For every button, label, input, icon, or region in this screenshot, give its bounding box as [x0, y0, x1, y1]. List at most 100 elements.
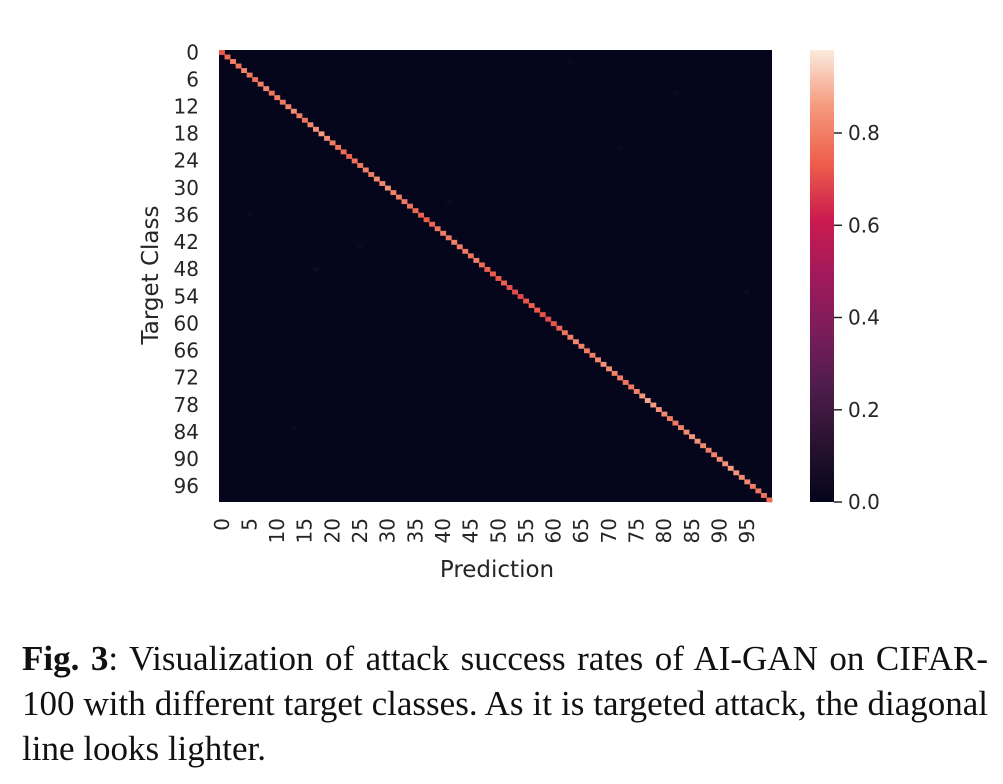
heatmap-cell	[567, 59, 573, 64]
heatmap-diagonal-cell	[307, 122, 314, 128]
y-tick-label: 24	[174, 149, 199, 173]
y-tick-label: 48	[174, 257, 199, 281]
heatmap-diagonal-cell	[346, 153, 353, 159]
heatmap-diagonal-cell	[661, 411, 668, 417]
heatmap-diagonal-cell	[440, 230, 447, 236]
heatmap-cell	[672, 90, 678, 96]
heatmap-diagonal-cell	[384, 185, 391, 191]
heatmap-diagonal-cell	[700, 443, 707, 449]
heatmap-diagonal-cell	[727, 465, 734, 471]
heatmap-diagonal-cell	[545, 316, 552, 322]
x-tick-label: 25	[348, 518, 372, 543]
heatmap-diagonal-cell	[429, 221, 436, 227]
y-tick-label: 12	[174, 95, 199, 119]
heatmap-diagonal-cell	[451, 239, 458, 245]
heatmap-diagonal-cell	[423, 217, 430, 223]
heatmap-diagonal-cell	[650, 402, 657, 408]
y-tick-label: 0	[186, 40, 199, 64]
heatmap-diagonal-cell	[749, 483, 756, 489]
heatmap-diagonal-cell	[434, 226, 441, 232]
heatmap-diagonal-cell	[666, 416, 673, 422]
x-tick-label: 60	[542, 518, 566, 543]
heatmap-diagonal-cell	[290, 108, 297, 114]
heatmap-diagonal-cell	[241, 68, 248, 73]
y-tick-label: 18	[174, 122, 199, 146]
heatmap-diagonal-cell	[550, 321, 557, 327]
heatmap-diagonal-cell	[711, 452, 718, 458]
heatmap-diagonal-cell	[583, 348, 590, 354]
heatmap-cell	[290, 425, 297, 430]
heatmap-diagonal-cell	[462, 248, 469, 254]
heatmap-diagonal-cell	[495, 276, 502, 281]
heatmap-diagonal-cell	[567, 334, 574, 340]
y-tick-label: 78	[174, 393, 199, 417]
x-tick-label: 30	[376, 518, 400, 543]
heatmap-diagonal-cell	[639, 393, 646, 399]
colorbar-tick-label: 0.8	[848, 121, 880, 145]
x-tick-label: 75	[625, 518, 649, 543]
y-tick-label: 72	[174, 366, 199, 390]
y-axis-label: Target Class	[138, 206, 164, 346]
y-tick-label: 42	[174, 230, 199, 254]
heatmap-diagonal-cell	[722, 461, 729, 467]
heatmap-diagonal-cell	[412, 208, 419, 214]
heatmap-diagonal-cell	[252, 77, 259, 83]
x-tick-label: 65	[569, 518, 593, 543]
y-tick-label: 36	[174, 203, 199, 227]
x-tick-label: 85	[680, 518, 704, 543]
heatmap-diagonal-cell	[274, 95, 281, 101]
heatmap-diagonal-cell	[373, 176, 380, 182]
heatmap-diagonal-cell	[407, 203, 413, 209]
heatmap-diagonal-cell	[755, 488, 762, 494]
heatmap-diagonal-cell	[561, 330, 568, 336]
caption-label: Fig. 3	[22, 639, 109, 678]
x-tick-label: 90	[708, 518, 732, 543]
y-tick-label: 30	[174, 176, 199, 200]
heatmap-diagonal-cell	[489, 271, 496, 277]
heatmap-diagonal-cell	[628, 384, 635, 390]
heatmap-diagonal-cell	[578, 343, 585, 349]
heatmap-diagonal-cell	[329, 140, 336, 146]
heatmap-diagonal-cell	[285, 104, 292, 110]
y-tick-label: 66	[174, 339, 199, 363]
caption-text: : Visualization of attack success rates …	[22, 639, 988, 768]
heatmap-diagonal-cell	[230, 59, 236, 64]
heatmap-diagonal-cell	[467, 253, 474, 259]
colorbar-ticks: 0.0 0.2 0.4 0.6 0.8	[834, 121, 880, 514]
heatmap-diagonal-cell	[401, 199, 408, 205]
heatmap-diagonal-cell	[716, 456, 723, 462]
heatmap-diagonal-cell	[760, 492, 767, 498]
heatmap-diagonal-cell	[301, 117, 308, 123]
heatmap-diagonal-cell	[744, 479, 751, 485]
heatmap-diagonal-cell	[644, 398, 651, 403]
heatmap-diagonal-cell	[318, 131, 325, 137]
heatmap-diagonal-cell	[523, 298, 530, 304]
heatmap-cell	[744, 289, 750, 295]
y-tick-label: 96	[174, 474, 199, 498]
heatmap-diagonal-cell	[390, 190, 397, 196]
heatmap-cell	[722, 465, 728, 471]
heatmap-diagonal-cell	[705, 447, 712, 453]
heatmap-diagonal-cell	[606, 366, 613, 372]
heatmap-diagonal-cell	[600, 361, 607, 367]
heatmap-cell	[313, 266, 319, 272]
heatmap-diagonal-cell	[219, 50, 225, 55]
heatmap-diagonal-cell	[456, 244, 463, 250]
heatmap-diagonal-cell	[617, 375, 624, 381]
y-tick-label: 6	[186, 67, 199, 91]
colorbar-tick-label: 0.2	[848, 398, 880, 422]
heatmap-diagonal-cell	[368, 172, 375, 177]
heatmap-diagonal-cell	[379, 181, 386, 186]
heatmap-diagonal-cell	[556, 325, 563, 331]
y-tick-label: 90	[174, 447, 199, 471]
heatmap-diagonal-cell	[672, 420, 679, 426]
heatmap-diagonal-cell	[534, 307, 541, 313]
heatmap-diagonal-cell	[506, 285, 513, 290]
x-tick-label: 70	[597, 518, 621, 543]
heatmap-diagonal-cell	[395, 194, 402, 200]
heatmap-diagonal-cell	[517, 294, 524, 299]
x-tick-label: 55	[514, 518, 538, 543]
heatmap-diagonal-cell	[257, 81, 264, 87]
heatmap-diagonal-cell	[501, 280, 507, 286]
x-tick-label: 45	[459, 518, 483, 543]
